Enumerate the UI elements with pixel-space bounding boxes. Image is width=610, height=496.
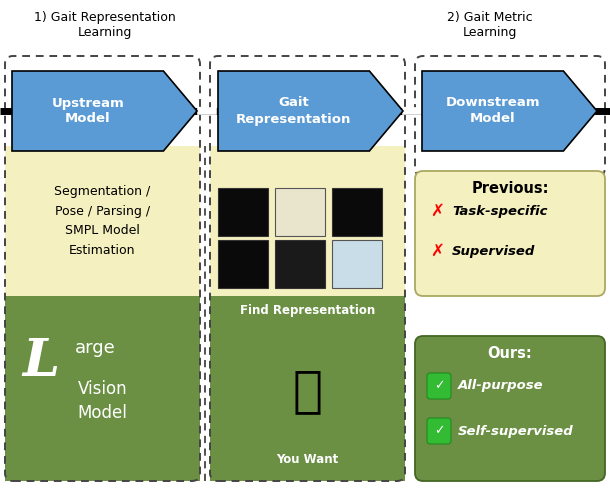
FancyBboxPatch shape: [210, 146, 405, 296]
Polygon shape: [218, 71, 403, 151]
FancyBboxPatch shape: [5, 296, 200, 481]
FancyBboxPatch shape: [427, 418, 451, 444]
FancyBboxPatch shape: [275, 188, 325, 236]
Polygon shape: [12, 71, 197, 151]
Text: 1) Gait Representation
Learning: 1) Gait Representation Learning: [34, 11, 176, 39]
Text: All-purpose: All-purpose: [458, 379, 544, 392]
FancyBboxPatch shape: [210, 296, 405, 481]
FancyBboxPatch shape: [415, 171, 605, 296]
Text: Find Representation: Find Representation: [240, 304, 375, 317]
Text: Self-supervised: Self-supervised: [458, 425, 574, 437]
Text: You Want: You Want: [276, 453, 339, 466]
FancyBboxPatch shape: [218, 240, 268, 288]
Text: L: L: [22, 335, 59, 386]
FancyBboxPatch shape: [218, 188, 268, 236]
Text: Segmentation /
Pose / Parsing /
SMPL Model
Estimation: Segmentation / Pose / Parsing / SMPL Mod…: [54, 185, 151, 257]
Text: Upstream
Model: Upstream Model: [51, 97, 124, 125]
Text: Previous:: Previous:: [472, 181, 549, 196]
FancyBboxPatch shape: [332, 188, 382, 236]
Text: ✓: ✓: [434, 379, 444, 392]
Text: 👴: 👴: [293, 367, 323, 415]
Text: Supervised: Supervised: [452, 245, 536, 257]
FancyBboxPatch shape: [275, 240, 325, 288]
Text: Vision
Model: Vision Model: [77, 379, 127, 423]
Polygon shape: [422, 71, 597, 151]
Text: Ours:: Ours:: [487, 346, 533, 361]
Text: ✗: ✗: [430, 202, 444, 220]
FancyBboxPatch shape: [332, 240, 382, 288]
FancyBboxPatch shape: [415, 336, 605, 481]
Text: Task-specific: Task-specific: [452, 204, 548, 218]
Text: 2) Gait Metric
Learning: 2) Gait Metric Learning: [447, 11, 533, 39]
Text: Gait
Representation: Gait Representation: [236, 97, 351, 125]
FancyBboxPatch shape: [5, 146, 200, 296]
Text: Downstream
Model: Downstream Model: [445, 97, 540, 125]
Text: ✓: ✓: [434, 425, 444, 437]
FancyBboxPatch shape: [427, 373, 451, 399]
Text: arge: arge: [75, 339, 116, 357]
Text: ✗: ✗: [430, 242, 444, 260]
